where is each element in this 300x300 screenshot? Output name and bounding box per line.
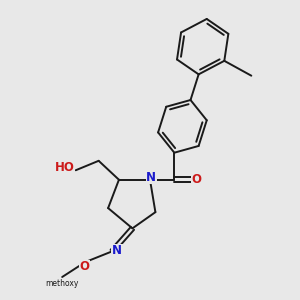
Text: N: N: [146, 170, 156, 184]
Text: N: N: [112, 244, 122, 257]
Text: O: O: [80, 260, 90, 274]
Text: O: O: [191, 173, 202, 186]
Text: methoxy: methoxy: [46, 279, 79, 288]
Text: HO: HO: [55, 160, 74, 173]
